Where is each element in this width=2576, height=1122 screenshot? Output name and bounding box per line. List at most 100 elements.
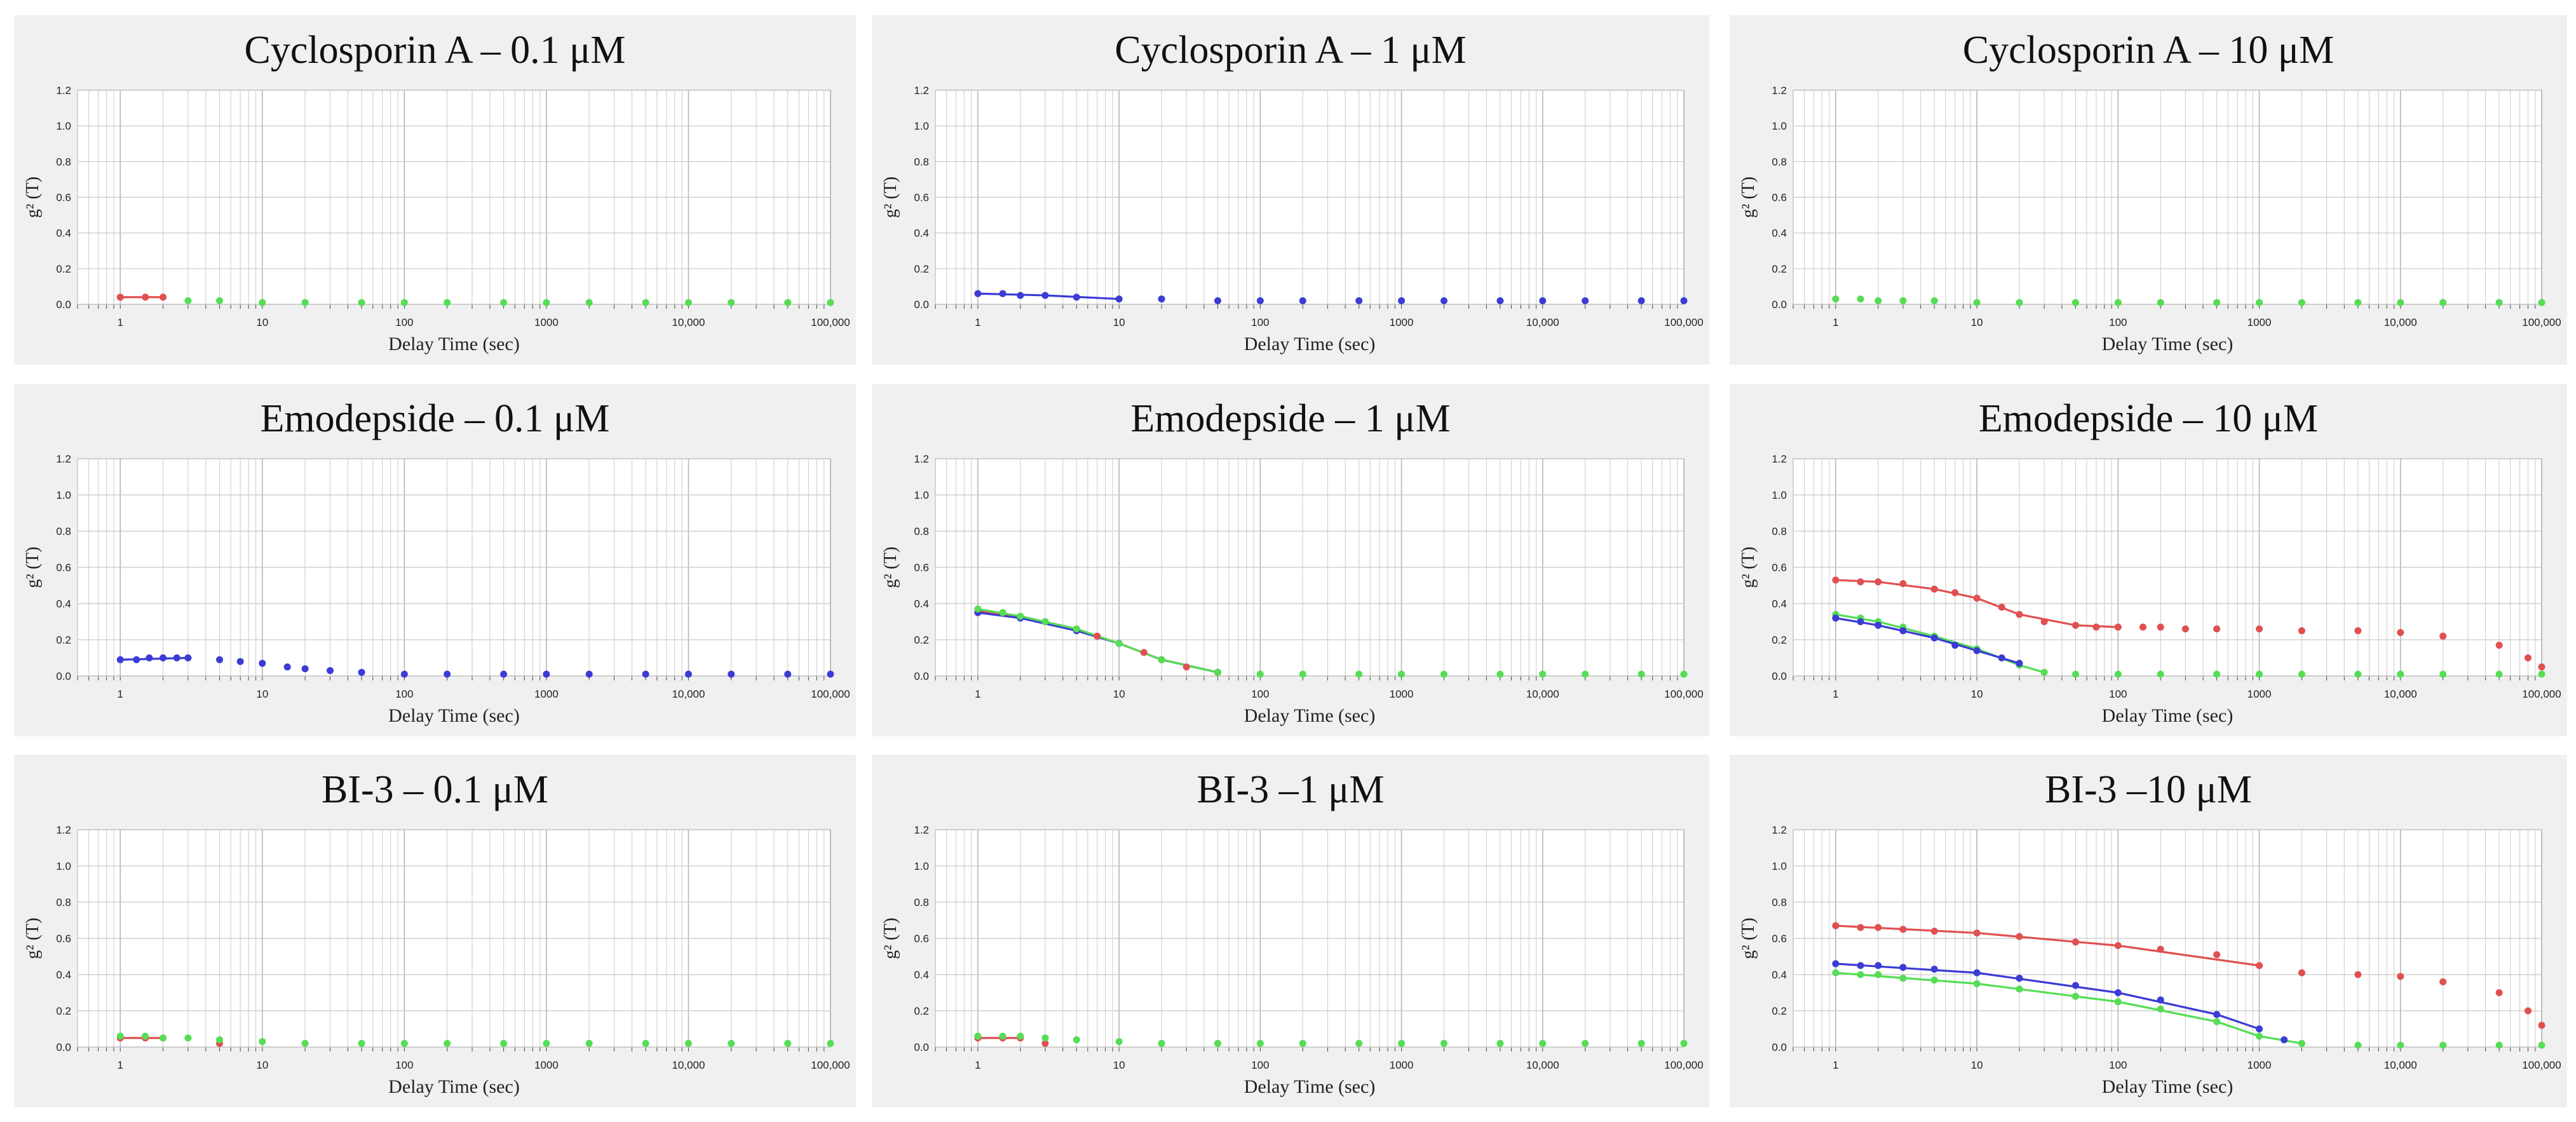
- x-tick-label: 1: [975, 688, 980, 700]
- data-point-blue: [1680, 297, 1688, 304]
- chart-title: BI-3 – 0.1 μM: [321, 768, 548, 811]
- data-point-blue: [358, 668, 365, 676]
- data-point-blue: [1857, 962, 1864, 970]
- data-point-red: [1183, 663, 1190, 671]
- x-tick-label: 1: [118, 1059, 123, 1071]
- x-tick-label: 10: [1113, 1059, 1125, 1071]
- y-tick-label: 1.2: [1772, 453, 1787, 465]
- data-point-green: [1582, 670, 1589, 678]
- data-point-green: [1073, 1036, 1080, 1044]
- data-point-red: [1041, 1039, 1049, 1047]
- chart-title: Cyclosporin A – 10 μM: [1962, 29, 2335, 72]
- x-tick-label: 1: [118, 688, 123, 700]
- x-tick-label: 100: [2109, 316, 2127, 328]
- chart-svg: 0.0 0.2 0.4 0.6 0.8 1.0 1.2 1 10 100 1000 10,000 100…: [881, 84, 1704, 355]
- data-point-blue: [642, 670, 649, 678]
- y-tick-label: 0.2: [914, 263, 929, 275]
- data-point-green: [1899, 297, 1907, 304]
- data-point-green: [2213, 670, 2221, 678]
- data-point-blue: [2016, 975, 2023, 982]
- data-point-green: [216, 1036, 224, 1044]
- y-tick-label: 0.0: [914, 1041, 929, 1053]
- x-tick-label: 1000: [1390, 688, 1414, 700]
- data-point-green: [2157, 1005, 2164, 1013]
- data-point-green: [1440, 1039, 1447, 1047]
- data-point-blue: [1440, 297, 1447, 304]
- y-tick-label: 1.0: [1772, 860, 1787, 872]
- y-tick-label: 1.2: [914, 824, 929, 836]
- data-point-green: [1874, 297, 1882, 304]
- y-axis-label: g² (T): [881, 177, 900, 218]
- data-point-green: [2538, 1041, 2545, 1049]
- chart-title: BI-3 –1 μM: [1196, 768, 1385, 811]
- x-tick-label: 1: [1833, 688, 1838, 700]
- data-point-red: [2256, 962, 2263, 970]
- data-point-green: [543, 1039, 550, 1047]
- y-tick-label: 0.6: [1772, 192, 1787, 204]
- x-tick-label: 1000: [2247, 688, 2272, 700]
- data-point-blue: [1899, 964, 1907, 971]
- data-point-red: [142, 294, 149, 301]
- data-point-green: [1440, 670, 1447, 678]
- x-axis-label: Delay Time (sec): [1244, 1076, 1376, 1097]
- data-point-green: [358, 299, 365, 306]
- chart-title: BI-3 –10 μM: [2044, 768, 2252, 811]
- x-tick-label: 10: [1971, 316, 1983, 328]
- data-point-red: [1973, 929, 1981, 936]
- y-tick-label: 1.2: [56, 453, 71, 465]
- data-point-green: [1041, 618, 1049, 625]
- x-tick-label: 1000: [534, 688, 559, 700]
- data-point-red: [2538, 1022, 2545, 1029]
- x-tick-label: 100,000: [811, 688, 850, 700]
- data-point-blue: [1398, 297, 1406, 304]
- data-point-green: [1637, 1039, 1645, 1047]
- data-point-red: [2524, 1007, 2532, 1015]
- x-tick-label: 100: [2109, 1059, 2127, 1071]
- data-point-green: [1637, 670, 1645, 678]
- data-point-green: [974, 1032, 982, 1040]
- data-point-green: [1073, 625, 1080, 633]
- data-point-green: [358, 1039, 365, 1047]
- x-tick-label: 10,000: [1526, 1059, 1559, 1071]
- x-tick-label: 100: [1251, 688, 1269, 700]
- y-axis-label: g² (T): [23, 917, 43, 959]
- x-tick-label: 100,000: [1664, 1059, 1703, 1071]
- data-point-blue: [1539, 297, 1547, 304]
- data-point-green: [2397, 670, 2404, 678]
- data-point-blue: [444, 670, 451, 678]
- data-point-green: [1158, 656, 1165, 663]
- data-point-green: [2256, 1032, 2263, 1040]
- data-point-green: [142, 1032, 149, 1040]
- y-tick-label: 0.6: [56, 192, 71, 204]
- data-point-green: [1930, 977, 1938, 984]
- x-tick-label: 100: [395, 316, 413, 328]
- data-point-red: [2298, 627, 2305, 635]
- data-point-red: [1140, 649, 1148, 656]
- data-point-green: [116, 1032, 124, 1040]
- y-tick-label: 0.2: [1772, 1005, 1787, 1017]
- data-point-green: [259, 1038, 266, 1045]
- data-point-blue: [827, 670, 834, 678]
- chart-title: Cyclosporin A – 0.1 μM: [244, 29, 626, 72]
- data-point-green: [1355, 670, 1363, 678]
- data-point-green: [2495, 299, 2503, 306]
- data-point-green: [1857, 295, 1864, 303]
- data-point-blue: [173, 654, 180, 661]
- y-axis-label: g² (T): [881, 546, 900, 588]
- data-point-blue: [1256, 297, 1264, 304]
- data-point-blue: [1299, 297, 1306, 304]
- x-tick-label: 10: [256, 1059, 268, 1071]
- y-axis-label: g² (T): [881, 917, 900, 959]
- data-point-red: [2354, 627, 2362, 635]
- chart-svg: 0.0 0.2 0.4 0.6 0.8 1.0 1.2 1 10 100 1000 10,000 100…: [23, 84, 850, 355]
- x-tick-label: 100: [395, 688, 413, 700]
- data-point-green: [827, 1039, 834, 1047]
- y-tick-label: 0.4: [914, 227, 929, 240]
- data-point-green: [1973, 980, 1981, 987]
- data-point-blue: [1496, 297, 1504, 304]
- data-point-red: [2256, 625, 2263, 633]
- y-tick-label: 1.0: [914, 860, 929, 872]
- data-point-green: [2256, 670, 2263, 678]
- data-point-green: [184, 297, 192, 304]
- y-tick-label: 0.8: [1772, 896, 1787, 909]
